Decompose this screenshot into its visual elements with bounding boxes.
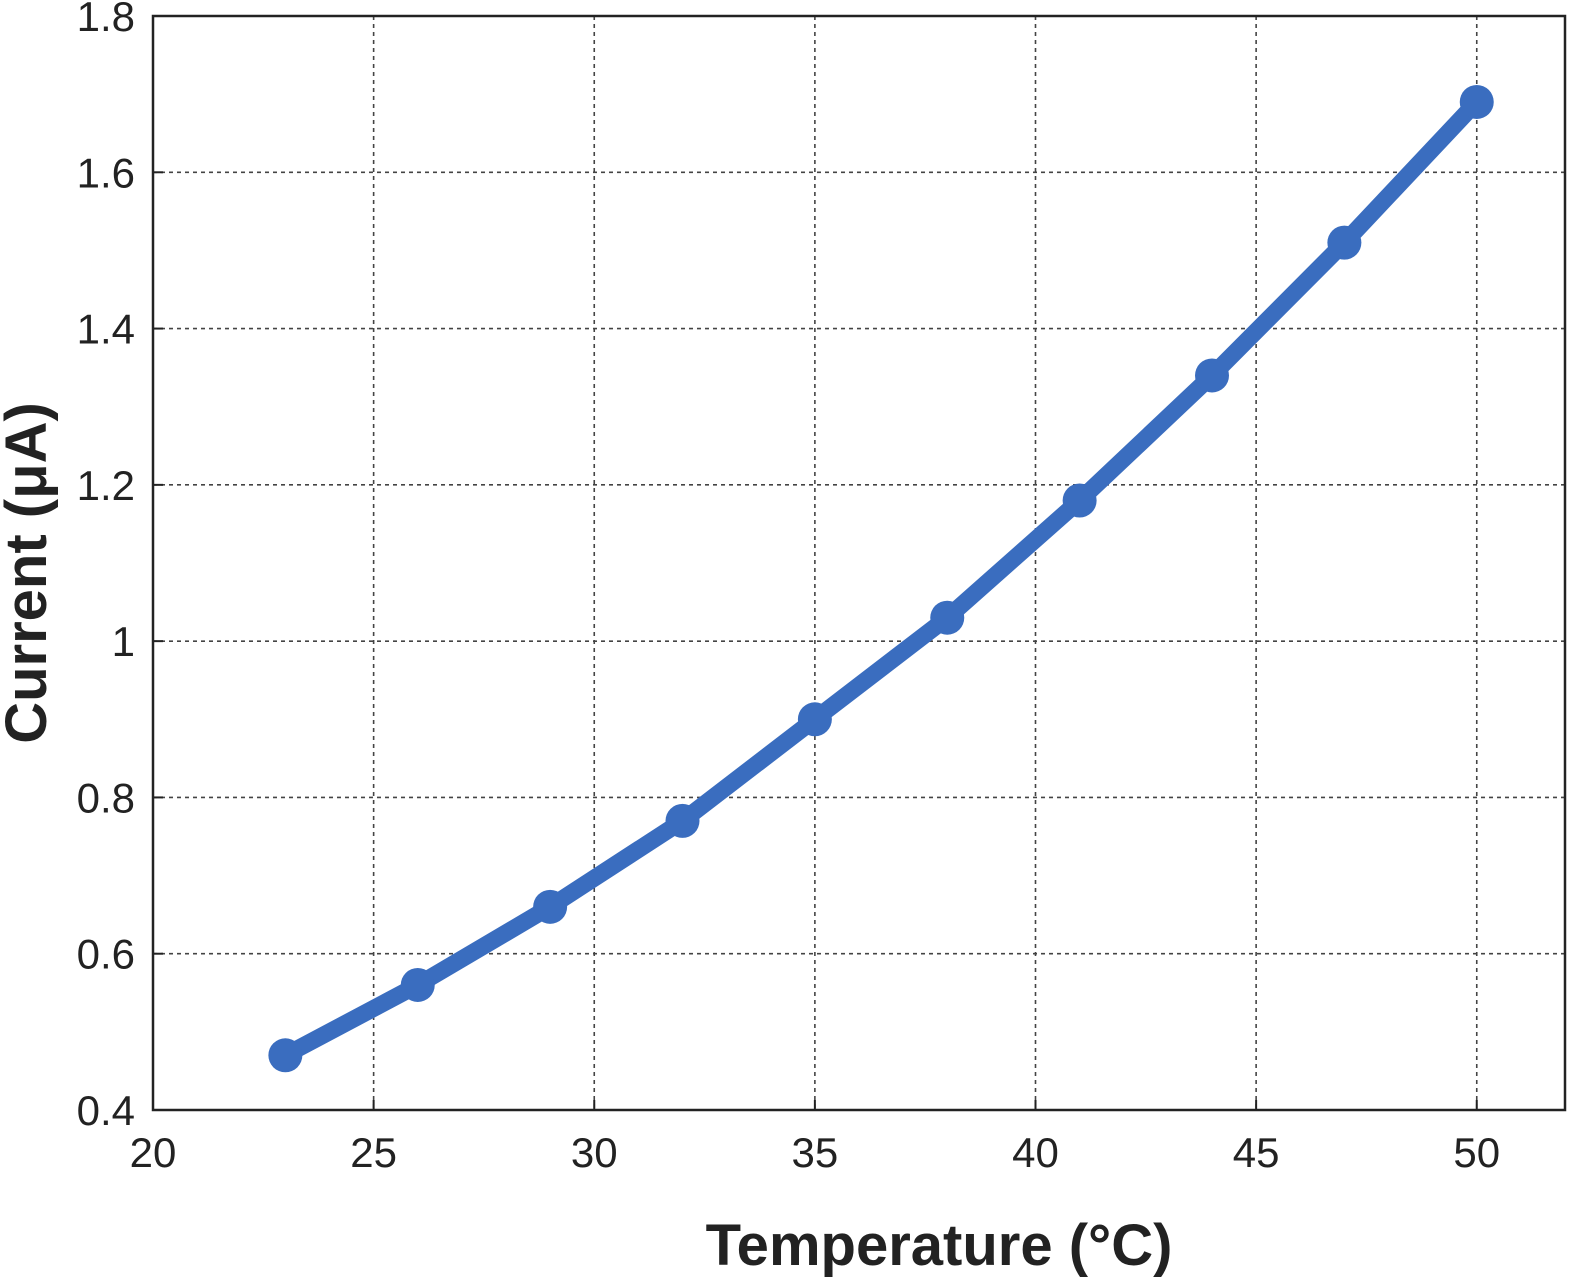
y-tick-label: 0.6 <box>77 931 135 978</box>
tick-labels: 20 25 30 35 40 45 50 0.4 0.6 0.8 1 1.2 1.4 1.6 1.8 <box>77 0 1501 1176</box>
x-tick-label: 25 <box>350 1129 397 1176</box>
y-tick-label: 1.2 <box>77 462 135 509</box>
data-point <box>400 967 435 1002</box>
x-tick-label: 30 <box>571 1129 618 1176</box>
data-point <box>1062 483 1097 518</box>
data-point <box>930 600 965 635</box>
x-tick-label: 35 <box>792 1129 839 1176</box>
data-point <box>1195 358 1229 393</box>
data-point <box>268 1038 303 1073</box>
y-tick-label: 1.4 <box>77 306 135 353</box>
x-tick-label: 20 <box>130 1129 177 1176</box>
x-tick-label: 40 <box>1012 1129 1059 1176</box>
data-series <box>268 84 1494 1073</box>
y-axis-title: Current (μA) <box>0 402 59 744</box>
y-tick-label: 1.8 <box>77 0 135 40</box>
grid-lines <box>153 16 1565 1110</box>
x-axis-title: Temperature (°C) <box>706 1213 1173 1278</box>
y-tick-label: 1 <box>112 618 135 665</box>
x-tick-label: 50 <box>1453 1129 1500 1176</box>
data-point <box>533 889 568 924</box>
x-tick-label: 45 <box>1233 1129 1280 1176</box>
data-point <box>1459 84 1494 119</box>
y-tick-label: 0.4 <box>77 1087 135 1134</box>
plot-frame <box>151 14 1567 1112</box>
data-point <box>1327 225 1362 260</box>
data-point <box>797 702 832 737</box>
data-point <box>665 803 700 838</box>
y-tick-label: 1.6 <box>77 149 135 196</box>
y-tick-label: 0.8 <box>77 774 135 821</box>
series-line <box>276 93 1486 1064</box>
